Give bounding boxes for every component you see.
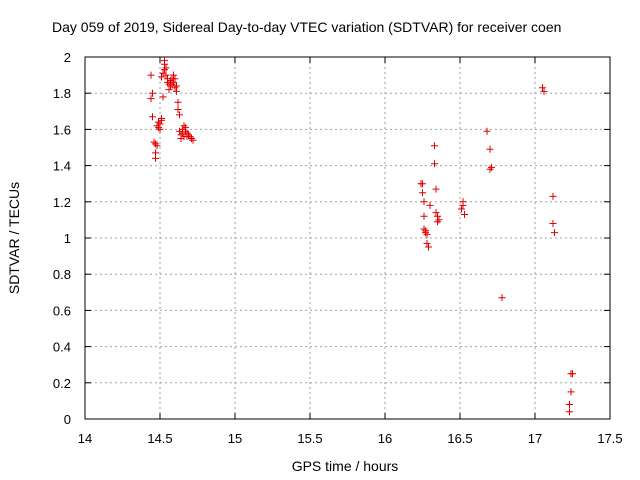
x-tick-label: 17.5: [597, 431, 622, 446]
data-point: [179, 125, 186, 133]
data-point: [167, 82, 174, 90]
x-tick-label: 16.5: [447, 431, 472, 446]
data-point: [152, 140, 159, 148]
data-point: [420, 212, 428, 220]
data-point: [422, 227, 429, 235]
data-point: [551, 229, 558, 237]
data-point: [423, 239, 431, 247]
data-point: [486, 145, 494, 153]
data-point: [158, 73, 165, 81]
data-point: [170, 71, 177, 79]
data-point: [420, 198, 428, 206]
data-point: [171, 75, 179, 83]
data-point: [539, 84, 546, 92]
data-point: [150, 138, 158, 146]
data-point: [159, 93, 167, 101]
data-point: [431, 142, 438, 150]
data-point: [426, 201, 434, 209]
data-point: [180, 122, 188, 130]
data-point: [425, 243, 432, 251]
data-point: [149, 113, 156, 121]
data-point: [147, 71, 155, 79]
data-point: [432, 209, 440, 217]
y-tick-label: 1: [64, 231, 71, 246]
data-point: [153, 142, 161, 150]
data-point: [174, 98, 182, 106]
data-point: [170, 78, 177, 86]
data-point: [569, 370, 576, 378]
y-axis-label: SDTVAR / TECUs: [6, 182, 22, 294]
data-point: [155, 118, 162, 126]
data-point: [171, 84, 179, 92]
data-point: [153, 122, 161, 130]
data-point: [176, 127, 183, 135]
x-tick-label: 15: [228, 431, 242, 446]
grid-lines: [85, 57, 610, 419]
x-tick-label: 17: [528, 431, 542, 446]
data-point: [419, 189, 426, 197]
data-point: [459, 198, 467, 206]
data-point: [498, 294, 506, 302]
x-tick-label: 16: [378, 431, 392, 446]
y-tick-label: 0.8: [53, 267, 71, 282]
y-tick-label: 1.8: [53, 86, 71, 101]
data-point: [168, 80, 176, 88]
y-tick-label: 0: [64, 412, 71, 427]
chart-title: Day 059 of 2019, Sidereal Day-to-day VTE…: [52, 19, 561, 35]
axis-ticks: 14 14.5 15 15.5 16 16.5 17 17.5 0 0.2 0.4 0.6 0.8 1 1.…: [53, 50, 623, 446]
data-point: [173, 82, 180, 90]
data-point: [420, 225, 428, 233]
y-tick-label: 0.2: [53, 376, 71, 391]
data-point: [486, 165, 494, 173]
y-tick-label: 0.4: [53, 340, 71, 355]
y-tick-label: 1.4: [53, 159, 71, 174]
x-axis-label: GPS time / hours: [292, 458, 399, 474]
data-point: [540, 87, 548, 95]
data-point: [174, 105, 182, 113]
data-point: [432, 185, 440, 193]
x-tick-label: 15.5: [297, 431, 322, 446]
data-point: [567, 388, 575, 396]
data-point: [549, 192, 557, 200]
data-point: [149, 89, 156, 97]
data-point: [162, 71, 170, 79]
data-point: [461, 210, 468, 218]
data-point: [182, 124, 189, 132]
data-point: [156, 125, 164, 133]
data-point: [147, 95, 155, 103]
data-point: [419, 180, 426, 188]
y-tick-label: 1.6: [53, 122, 71, 137]
data-point: [176, 111, 183, 119]
data-point: [488, 163, 495, 171]
y-tick-label: 1.2: [53, 195, 71, 210]
data-point: [431, 160, 438, 168]
data-point: [162, 64, 170, 72]
data-point: [423, 230, 431, 238]
data-point: [177, 134, 185, 142]
y-tick-label: 0.6: [53, 303, 71, 318]
data-point: [435, 216, 443, 224]
data-point: [549, 220, 557, 228]
data-point: [189, 136, 197, 144]
data-point: [566, 408, 573, 416]
data-point: [566, 401, 573, 409]
data-point: [161, 57, 168, 65]
data-point: [458, 205, 465, 213]
data-point: [159, 69, 167, 77]
data-point: [434, 218, 441, 226]
x-tick-label: 14.5: [147, 431, 172, 446]
data-point: [185, 131, 192, 139]
data-point: [483, 127, 491, 135]
x-tick-label: 14: [78, 431, 92, 446]
y-tick-label: 2: [64, 50, 71, 65]
data-point: [164, 78, 171, 86]
data-point: [186, 133, 194, 141]
data-point: [158, 116, 165, 124]
data-point: [152, 154, 159, 162]
data-points: [147, 57, 576, 416]
data-point: [188, 134, 195, 142]
